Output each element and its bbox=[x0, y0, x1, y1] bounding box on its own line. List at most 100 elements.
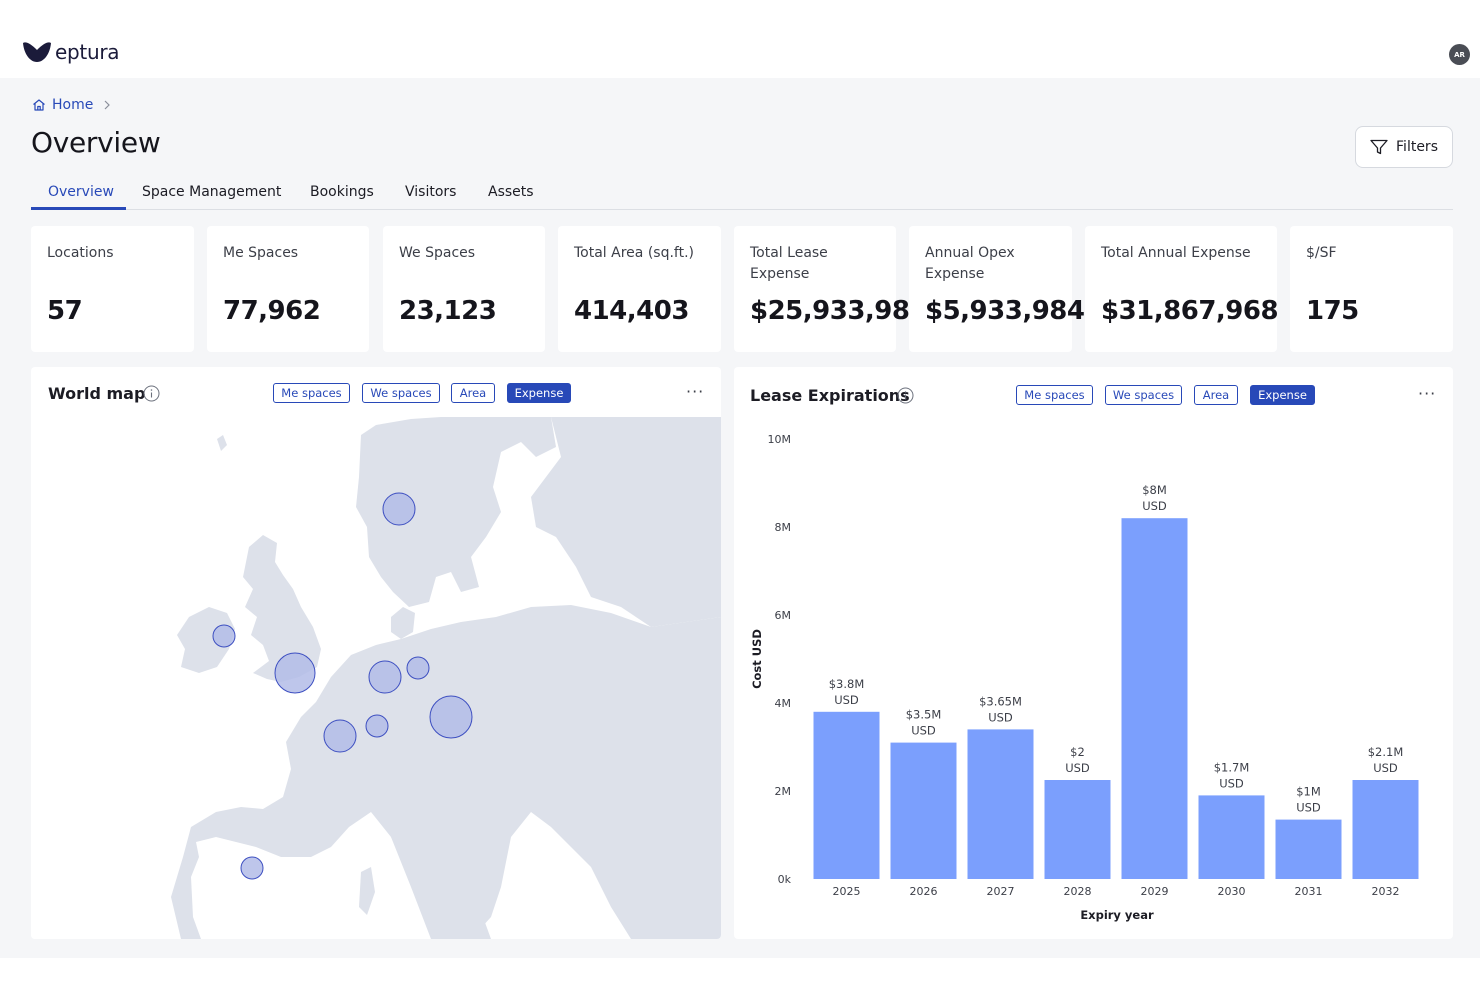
tab-visitors[interactable]: Visitors bbox=[405, 184, 457, 200]
kpi-label: Me Spaces bbox=[223, 245, 299, 261]
bar-unit-label: USD bbox=[988, 710, 1013, 724]
location-bubble bbox=[240, 856, 264, 880]
kpi-card-annual-opex-expense[interactable]: Annual Opex Expense $5,933,984 bbox=[909, 226, 1085, 352]
top-bar: eptura AR bbox=[0, 0, 1480, 78]
tab-assets[interactable]: Assets bbox=[488, 184, 534, 200]
bar-value-label: $2.1M bbox=[1368, 745, 1404, 759]
bar-value-label: $3.8M bbox=[829, 677, 865, 691]
bar[interactable] bbox=[1121, 518, 1188, 879]
info-icon[interactable] bbox=[143, 385, 160, 402]
page-title: Overview bbox=[31, 126, 161, 159]
x-tick-label: 2027 bbox=[987, 885, 1015, 898]
kpi-card-total-area[interactable]: Total Area (sq.ft.) 414,403 bbox=[558, 226, 721, 352]
bar-value-label: $3.5M bbox=[906, 708, 942, 722]
bar[interactable] bbox=[1275, 819, 1342, 879]
bar-unit-label: USD bbox=[1219, 776, 1244, 790]
chip-me-spaces[interactable]: Me spaces bbox=[1016, 385, 1093, 405]
chip-expense[interactable]: Expense bbox=[507, 383, 571, 403]
active-tab-indicator bbox=[31, 207, 126, 210]
x-tick-label: 2026 bbox=[910, 885, 938, 898]
breadcrumb-home-link[interactable]: Home bbox=[52, 97, 94, 113]
map-land-scandinavia bbox=[356, 417, 556, 607]
bar-value-label: $8M bbox=[1142, 483, 1167, 497]
y-tick-label: 8M bbox=[775, 521, 792, 534]
more-options-button[interactable]: ··· bbox=[1418, 384, 1437, 403]
bar-value-label: $2 bbox=[1070, 745, 1085, 759]
bar-unit-label: USD bbox=[1373, 761, 1398, 775]
kpi-card-we-spaces[interactable]: We Spaces 23,123 bbox=[383, 226, 545, 352]
x-tick-label: 2028 bbox=[1064, 885, 1092, 898]
kpi-value: 57 bbox=[47, 296, 83, 326]
bar[interactable] bbox=[813, 711, 880, 879]
y-tick-label: 4M bbox=[775, 697, 792, 710]
chip-we-spaces[interactable]: We spaces bbox=[362, 383, 440, 403]
bar[interactable] bbox=[967, 729, 1034, 879]
kpi-label: Total Area (sq.ft.) bbox=[574, 245, 694, 261]
location-bubble bbox=[274, 652, 316, 694]
eptura-logo[interactable]: eptura bbox=[22, 40, 120, 64]
kpi-label: We Spaces bbox=[399, 245, 476, 261]
map-land-denmark bbox=[391, 607, 415, 639]
chevron-right-icon bbox=[104, 100, 111, 110]
y-tick-label: 6M bbox=[775, 609, 792, 622]
map-land-finland bbox=[531, 417, 721, 627]
bar-unit-label: USD bbox=[911, 724, 936, 738]
y-tick-label: 2M bbox=[775, 785, 792, 798]
kpi-card-locations[interactable]: Locations 57 bbox=[31, 226, 194, 352]
tab-bookings[interactable]: Bookings bbox=[310, 184, 374, 200]
tab-overview[interactable]: Overview bbox=[48, 184, 114, 200]
info-icon[interactable] bbox=[897, 387, 914, 404]
map-land-great-britain bbox=[243, 535, 321, 682]
kpi-value: 175 bbox=[1306, 296, 1359, 326]
x-axis-title: Expiry year bbox=[1080, 908, 1154, 922]
filters-button[interactable]: Filters bbox=[1355, 126, 1453, 168]
kpi-value: $5,933,984 bbox=[925, 296, 1085, 326]
lease-expirations-chart: 0k 2M 4M 6M 8M 10M $3.8M USD 2025 $3.5M USD 2026 $3.… bbox=[750, 433, 1419, 922]
kpi-value: 23,123 bbox=[399, 296, 497, 326]
y-axis-title: Cost USD bbox=[750, 629, 764, 689]
more-options-button[interactable]: ··· bbox=[686, 382, 705, 401]
kpi-value: 414,403 bbox=[574, 296, 689, 326]
y-tick-label: 10M bbox=[768, 433, 792, 446]
world-map-title: World map bbox=[48, 384, 146, 403]
kpi-card-total-annual-expense[interactable]: Total Annual Expense $31,867,968 bbox=[1085, 226, 1279, 352]
kpi-value: $25,933,984 bbox=[750, 296, 928, 326]
filter-icon bbox=[1370, 139, 1388, 155]
bar[interactable] bbox=[1198, 795, 1265, 879]
location-bubble bbox=[368, 660, 402, 694]
bar[interactable] bbox=[1352, 780, 1419, 879]
x-tick-label: 2025 bbox=[833, 885, 861, 898]
breadcrumb: Home bbox=[32, 97, 111, 113]
location-bubble bbox=[323, 719, 357, 753]
bar[interactable] bbox=[890, 742, 957, 879]
eptura-logo-mark bbox=[23, 42, 51, 62]
chip-area[interactable]: Area bbox=[451, 383, 495, 403]
x-tick-label: 2032 bbox=[1372, 885, 1400, 898]
x-tick-label: 2030 bbox=[1218, 885, 1246, 898]
bar[interactable] bbox=[1044, 780, 1111, 879]
world-map-panel: World map Me spaces We spaces Area Expen… bbox=[31, 367, 721, 939]
avatar[interactable]: AR bbox=[1449, 44, 1470, 65]
x-tick-label: 2031 bbox=[1295, 885, 1323, 898]
bar-value-label: $1.7M bbox=[1214, 760, 1250, 774]
kpi-card-me-spaces[interactable]: Me Spaces 77,962 bbox=[207, 226, 369, 352]
tab-space-management[interactable]: Space Management bbox=[142, 184, 282, 200]
kpi-card-dollar-per-sf[interactable]: $/SF 175 bbox=[1290, 226, 1453, 352]
y-tick-label: 0k bbox=[778, 873, 792, 886]
map-land-sardinia bbox=[359, 867, 375, 915]
filters-label: Filters bbox=[1396, 139, 1438, 155]
location-bubble bbox=[406, 656, 430, 680]
tab-bar: Overview Space Management Bookings Visit… bbox=[31, 180, 1453, 210]
kpi-card-total-lease-expense[interactable]: Total Lease Expense $25,933,984 bbox=[734, 226, 928, 352]
chip-we-spaces[interactable]: We spaces bbox=[1105, 385, 1182, 405]
kpi-label: Total Annual Expense bbox=[1101, 245, 1251, 261]
chip-me-spaces[interactable]: Me spaces bbox=[273, 383, 350, 403]
chip-expense[interactable]: Expense bbox=[1250, 385, 1315, 405]
lease-expirations-panel: Lease Expirations Me spaces We spaces Ar… bbox=[734, 367, 1453, 939]
x-tick-label: 2029 bbox=[1141, 885, 1169, 898]
bar-unit-label: USD bbox=[834, 693, 859, 707]
world-map[interactable] bbox=[31, 417, 721, 939]
bar-unit-label: USD bbox=[1065, 761, 1090, 775]
chip-area[interactable]: Area bbox=[1194, 385, 1238, 405]
map-land-ireland bbox=[177, 607, 235, 673]
